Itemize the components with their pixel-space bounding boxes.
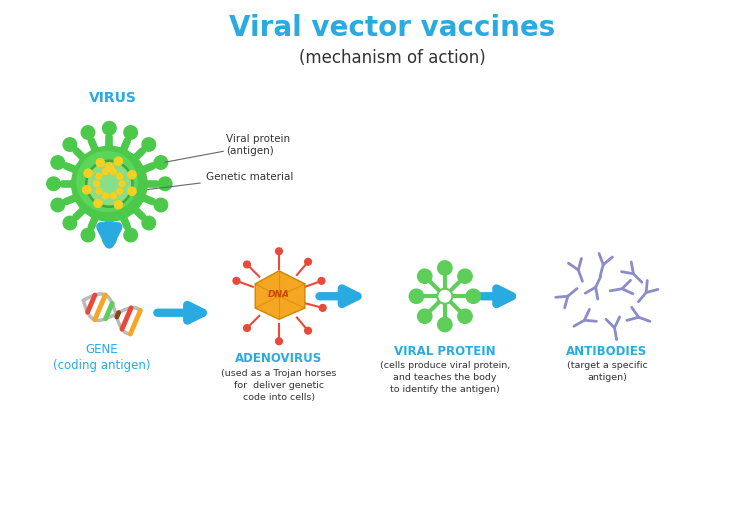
Circle shape (117, 173, 123, 179)
Circle shape (305, 258, 311, 265)
Circle shape (158, 177, 172, 191)
Circle shape (119, 181, 125, 187)
Circle shape (437, 318, 452, 332)
Circle shape (142, 138, 155, 151)
Text: GENE
(coding antigen): GENE (coding antigen) (53, 343, 151, 372)
Circle shape (84, 169, 93, 177)
Circle shape (103, 233, 116, 246)
Circle shape (233, 278, 240, 284)
Text: VIRUS: VIRUS (89, 91, 137, 105)
Circle shape (244, 261, 250, 268)
Circle shape (103, 169, 109, 175)
Circle shape (127, 171, 136, 179)
Polygon shape (256, 271, 305, 319)
Circle shape (51, 156, 65, 169)
Circle shape (244, 324, 250, 331)
Circle shape (318, 278, 325, 284)
Circle shape (117, 188, 123, 194)
Circle shape (115, 201, 122, 209)
Circle shape (110, 193, 116, 199)
Circle shape (305, 328, 311, 334)
Circle shape (142, 216, 155, 230)
Text: ADENOVIRUS: ADENOVIRUS (235, 352, 323, 365)
Circle shape (93, 199, 103, 207)
Circle shape (47, 177, 60, 191)
Circle shape (88, 163, 130, 205)
Circle shape (63, 216, 77, 230)
Circle shape (96, 188, 102, 194)
Circle shape (466, 289, 480, 303)
Circle shape (127, 187, 136, 195)
Circle shape (276, 338, 282, 344)
Circle shape (437, 261, 452, 275)
Circle shape (115, 157, 122, 165)
Text: (mechanism of action): (mechanism of action) (299, 49, 486, 67)
Text: Viral vector vaccines: Viral vector vaccines (229, 14, 555, 41)
Text: ANTIBODIES: ANTIBODIES (566, 345, 648, 358)
Circle shape (81, 228, 95, 242)
Text: (cells produce viral protein,
and teaches the body
to identify the antigen): (cells produce viral protein, and teache… (380, 362, 510, 394)
Circle shape (154, 156, 167, 169)
Circle shape (81, 125, 95, 139)
Circle shape (437, 289, 452, 304)
Circle shape (93, 181, 100, 187)
Text: DNA: DNA (268, 290, 290, 299)
Circle shape (418, 309, 432, 323)
Circle shape (105, 163, 113, 171)
Circle shape (77, 152, 137, 212)
Circle shape (276, 248, 282, 255)
Circle shape (51, 198, 65, 212)
Circle shape (458, 309, 472, 323)
Circle shape (154, 198, 167, 212)
Circle shape (110, 169, 116, 175)
Circle shape (103, 193, 109, 199)
Circle shape (124, 125, 137, 139)
Circle shape (96, 173, 102, 179)
Text: (target a specific
antigen): (target a specific antigen) (566, 362, 648, 382)
Circle shape (72, 146, 147, 221)
Circle shape (409, 289, 424, 303)
Circle shape (124, 228, 137, 242)
Circle shape (319, 304, 326, 311)
Circle shape (97, 159, 104, 167)
Text: Viral protein
(antigen): Viral protein (antigen) (165, 134, 290, 162)
Circle shape (458, 269, 472, 284)
Circle shape (82, 186, 90, 194)
Circle shape (418, 269, 432, 284)
Text: VIRAL PROTEIN: VIRAL PROTEIN (394, 345, 495, 358)
Text: Genetic material: Genetic material (136, 172, 293, 191)
Text: (used as a Trojan horses
for  deliver genetic
code into cells): (used as a Trojan horses for deliver gen… (221, 369, 337, 402)
Circle shape (63, 138, 77, 151)
Circle shape (103, 121, 116, 135)
